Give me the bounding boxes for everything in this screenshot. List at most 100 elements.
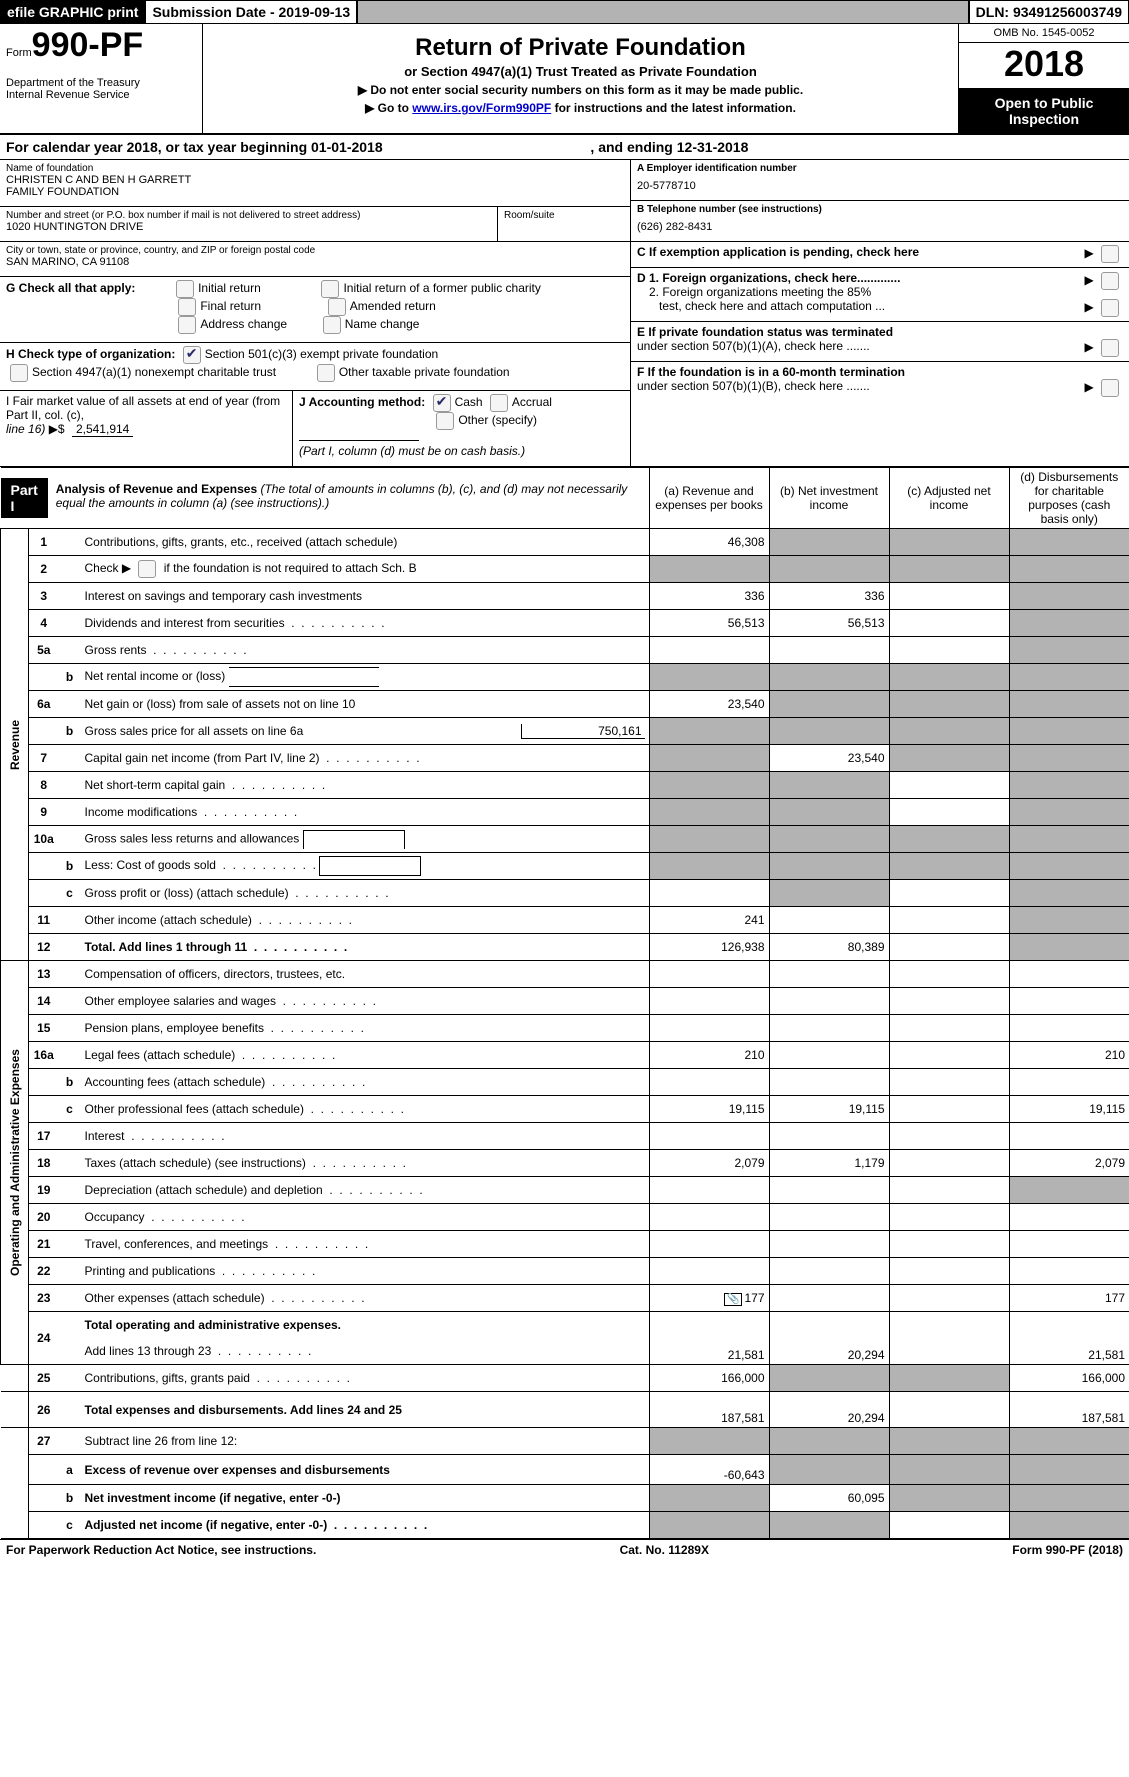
info-right: A Employer identification number 20-5778… [631,160,1129,466]
j-accounting: J Accounting method: Cash Accrual Other … [293,391,630,466]
dept-treasury: Department of the Treasury [6,77,196,89]
efile-tag: efile GRAPHIC print [0,0,145,24]
footer: For Paperwork Reduction Act Notice, see … [0,1539,1129,1560]
chk-final-return[interactable] [178,298,196,316]
omb-number: OMB No. 1545-0052 [959,24,1129,43]
chk-60month[interactable] [1101,379,1119,397]
line-25: 25 Contributions, gifts, grants paid 166… [1,1365,1129,1392]
line-11: 11 Other income (attach schedule) 241 [1,907,1129,934]
chk-other-method[interactable] [436,412,454,430]
room-suite-cell: Room/suite [497,207,630,241]
line-9: 9 Income modifications [1,799,1129,826]
irs-link[interactable]: www.irs.gov/Form990PF [412,101,551,115]
line-16c: c Other professional fees (attach schedu… [1,1096,1129,1123]
part1-bar: Part I Analysis of Revenue and Expenses … [1,478,649,518]
form-subtitle: or Section 4947(a)(1) Trust Treated as P… [207,64,954,79]
line-7: 7 Capital gain net income (from Part IV,… [1,745,1129,772]
chk-501c3[interactable] [183,346,201,364]
submission-date: Submission Date - 2019-09-13 [145,0,357,24]
form-note-link: ▶ Go to www.irs.gov/Form990PF for instru… [207,101,954,115]
chk-name-change[interactable] [323,316,341,334]
h-check-row: H Check type of organization: Section 50… [0,343,630,391]
line-8: 8 Net short-term capital gain [1,772,1129,799]
line-13: Operating and Administrative Expenses 13… [1,961,1129,988]
tax-year: 2018 [959,43,1129,89]
g-check-row: G Check all that apply: Initial return I… [0,277,630,343]
header-center: Return of Private Foundation or Section … [203,24,958,133]
line-5b: b Net rental income or (loss) [1,664,1129,691]
line-6a: 6a Net gain or (loss) from sale of asset… [1,691,1129,718]
chk-amended[interactable] [328,298,346,316]
line-10c: c Gross profit or (loss) (attach schedul… [1,880,1129,907]
chk-foreign-org[interactable] [1101,272,1119,290]
d-foreign: D 1. Foreign organizations, check here..… [631,268,1129,322]
col-d-head: (d) Disbursements for charitable purpose… [1009,468,1129,529]
open-public: Open to Public Inspection [959,89,1129,133]
line-5a: 5a Gross rents [1,637,1129,664]
dln: DLN: 93491256003749 [969,0,1129,24]
line-6b: b Gross sales price for all assets on li… [1,718,1129,745]
dept-irs: Internal Revenue Service [6,89,196,101]
footer-mid: Cat. No. 11289X [620,1543,709,1557]
info-left: Name of foundation CHRISTEN C AND BEN H … [0,160,631,466]
chk-initial-return[interactable] [176,280,194,298]
chk-cash[interactable] [433,394,451,412]
chk-exemption-pending[interactable] [1101,245,1119,263]
part1-table: Part I Analysis of Revenue and Expenses … [0,467,1129,1539]
line-16b: b Accounting fees (attach schedule) [1,1069,1129,1096]
part1-tag: Part I [1,478,48,518]
side-expenses: Operating and Administrative Expenses [1,961,29,1365]
line-20: 20 Occupancy [1,1204,1129,1231]
chk-accrual[interactable] [490,394,508,412]
line-27b: b Net investment income (if negative, en… [1,1485,1129,1512]
e-terminated: E If private foundation status was termi… [631,322,1129,362]
form-note-ssn: ▶ Do not enter social security numbers o… [207,83,954,97]
line-24: 24 Total operating and administrative ex… [1,1312,1129,1339]
chk-other-taxable[interactable] [317,364,335,382]
fmv-value: 2,541,914 [72,422,133,437]
col-c-head: (c) Adjusted net income [889,468,1009,529]
line-15: 15 Pension plans, employee benefits [1,1015,1129,1042]
line-17: 17 Interest [1,1123,1129,1150]
info-grid: Name of foundation CHRISTEN C AND BEN H … [0,160,1129,467]
calendar-year-row: For calendar year 2018, or tax year begi… [0,135,1129,160]
c-exemption: C If exemption application is pending, c… [631,242,1129,268]
line-4: 4 Dividends and interest from securities… [1,610,1129,637]
form-number: 990-PF [32,26,144,64]
phone-cell: B Telephone number (see instructions) (6… [631,201,1129,242]
line-3: 3 Interest on savings and temporary cash… [1,583,1129,610]
line-14: 14 Other employee salaries and wages [1,988,1129,1015]
f-60month: F If the foundation is in a 60-month ter… [631,362,1129,401]
header-right: OMB No. 1545-0052 2018 Open to Public In… [958,24,1129,133]
chk-status-terminated[interactable] [1101,339,1119,357]
line-12: 12 Total. Add lines 1 through 11 126,938… [1,934,1129,961]
chk-4947a1[interactable] [10,364,28,382]
address-cell: Number and street (or P.O. box number if… [0,207,497,241]
header-left: Form990-PF Department of the Treasury In… [0,24,203,133]
line-27: 27 Subtract line 26 from line 12: [1,1428,1129,1455]
part1-desc: Analysis of Revenue and Expenses (The to… [48,478,649,518]
attachment-icon[interactable]: 📎 [724,1293,742,1306]
line-18: 18 Taxes (attach schedule) (see instruct… [1,1150,1129,1177]
form-title: Return of Private Foundation [207,34,954,62]
top-bar: efile GRAPHIC print Submission Date - 20… [0,0,1129,24]
line-26: 26 Total expenses and disbursements. Add… [1,1392,1129,1428]
line-21: 21 Travel, conferences, and meetings [1,1231,1129,1258]
col-a-head: (a) Revenue and expenses per books [649,468,769,529]
line-16a: 16a Legal fees (attach schedule) 210 210 [1,1042,1129,1069]
footer-right: Form 990-PF (2018) [1012,1543,1123,1557]
chk-initial-former[interactable] [321,280,339,298]
i-fmv: I Fair market value of all assets at end… [0,391,293,466]
footer-left: For Paperwork Reduction Act Notice, see … [6,1543,316,1557]
ein-cell: A Employer identification number 20-5778… [631,160,1129,201]
chk-foreign-85[interactable] [1101,299,1119,317]
line-19: 19 Depreciation (attach schedule) and de… [1,1177,1129,1204]
line-27c: c Adjusted net income (if negative, ente… [1,1512,1129,1539]
side-revenue: Revenue [1,529,29,961]
line-1: Revenue 1 Contributions, gifts, grants, … [1,529,1129,556]
chk-address-change[interactable] [178,316,196,334]
chk-sch-b[interactable] [138,560,156,578]
line-27a: a Excess of revenue over expenses and di… [1,1455,1129,1485]
line-22: 22 Printing and publications [1,1258,1129,1285]
line-10a: 10a Gross sales less returns and allowan… [1,826,1129,853]
